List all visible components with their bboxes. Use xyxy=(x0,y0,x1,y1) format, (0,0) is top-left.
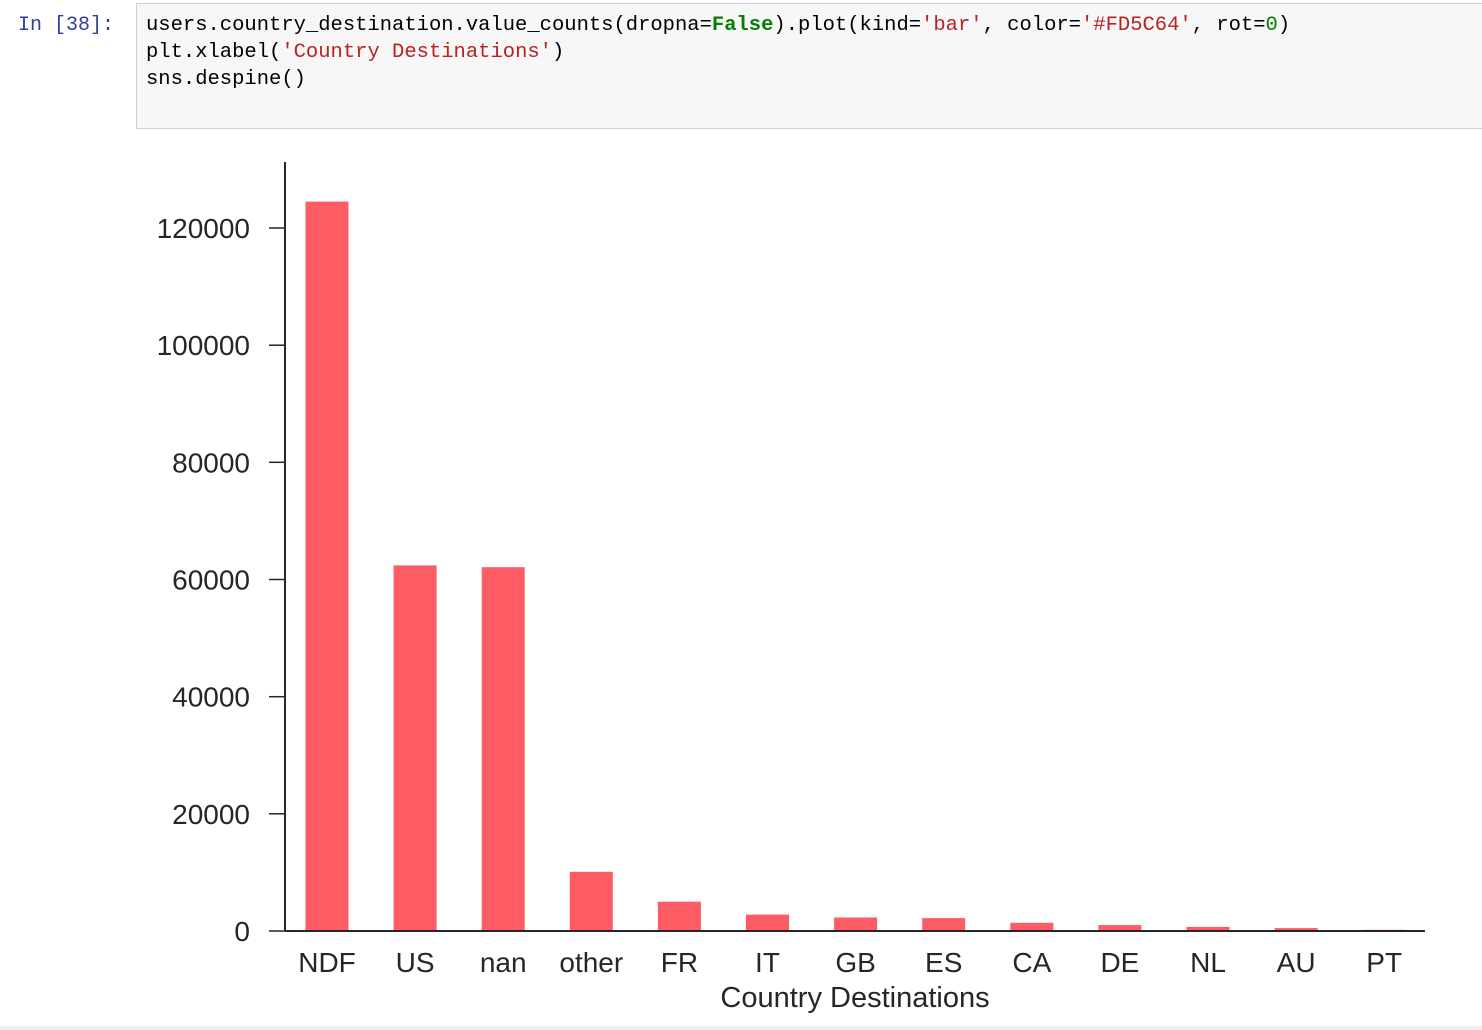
bar-NL xyxy=(1186,926,1230,931)
y-tick-label: 0 xyxy=(234,916,250,947)
x-tick-label: IT xyxy=(755,947,780,978)
code-token: 0 xyxy=(1265,14,1278,37)
code-token: False xyxy=(711,14,774,37)
code-editor[interactable]: users.country_destination.value_counts(d… xyxy=(136,3,1482,129)
y-tick-label: 60000 xyxy=(172,565,250,596)
bar-ES xyxy=(922,918,966,931)
x-tick-label: FR xyxy=(661,947,698,978)
bar-IT xyxy=(746,914,789,931)
code-line: users.country_destination.value_counts(d… xyxy=(146,13,1290,39)
bar-chart: NDF US nan other FR IT GB ES CA DE NL AU PT 0 20000 400… xyxy=(136,140,1482,1030)
bar-other xyxy=(569,871,613,931)
bar-DE xyxy=(1098,925,1142,931)
code-token: ) xyxy=(1277,14,1291,37)
code-token: 'bar' xyxy=(921,14,983,37)
code-token: , rot= xyxy=(1191,14,1266,37)
x-tick-label: PT xyxy=(1366,947,1402,978)
bar-AU xyxy=(1274,928,1318,931)
y-tick-label: 40000 xyxy=(172,682,250,713)
code-token: users.country_destination.value_counts(d… xyxy=(146,14,712,37)
code-token: ).plot(kind= xyxy=(773,14,922,37)
code-token: ) xyxy=(551,41,565,64)
y-tick-label: 80000 xyxy=(172,447,250,478)
x-axis-label: Country Destinations xyxy=(720,982,989,1014)
code-token: , color= xyxy=(982,14,1081,37)
y-tick-label: 120000 xyxy=(157,213,250,244)
x-tick-label: US xyxy=(396,947,435,978)
x-tick-label: NL xyxy=(1190,947,1226,978)
chart-svg: NDF US nan other FR IT GB ES CA DE NL AU PT 0 20000 400… xyxy=(157,162,1425,1014)
output-area: NDF US nan other FR IT GB ES CA DE NL AU PT 0 20000 400… xyxy=(136,140,1482,1030)
bar-NDF xyxy=(305,201,349,932)
code-token: 'Country Destinations' xyxy=(281,41,552,64)
x-tick-label: nan xyxy=(480,947,527,978)
x-tick-label: GB xyxy=(835,947,875,978)
code-token: plt.xlabel( xyxy=(146,41,282,64)
x-tick-label: DE xyxy=(1100,947,1139,978)
y-tick-label: 100000 xyxy=(157,330,250,361)
code-line: plt.xlabel('Country Destinations') xyxy=(146,40,564,66)
code-line: sns.despine() xyxy=(146,67,306,93)
bar-CA xyxy=(1010,922,1054,931)
code-token: '#FD5C64' xyxy=(1080,14,1192,37)
bottom-divider xyxy=(0,1026,1482,1030)
bar-US xyxy=(393,565,437,931)
y-tick-label: 20000 xyxy=(172,799,250,830)
code-token: sns.despine() xyxy=(146,68,306,91)
bar-GB xyxy=(834,917,878,931)
bar-nan xyxy=(481,567,525,931)
x-tick-label: other xyxy=(559,947,623,978)
x-tick-label: NDF xyxy=(298,947,356,978)
x-tick-label: CA xyxy=(1012,947,1051,978)
x-tick-label: AU xyxy=(1277,947,1316,978)
x-tick-label: ES xyxy=(925,947,962,978)
bar-FR xyxy=(657,901,701,931)
input-prompt: In [38]: xyxy=(18,14,115,37)
